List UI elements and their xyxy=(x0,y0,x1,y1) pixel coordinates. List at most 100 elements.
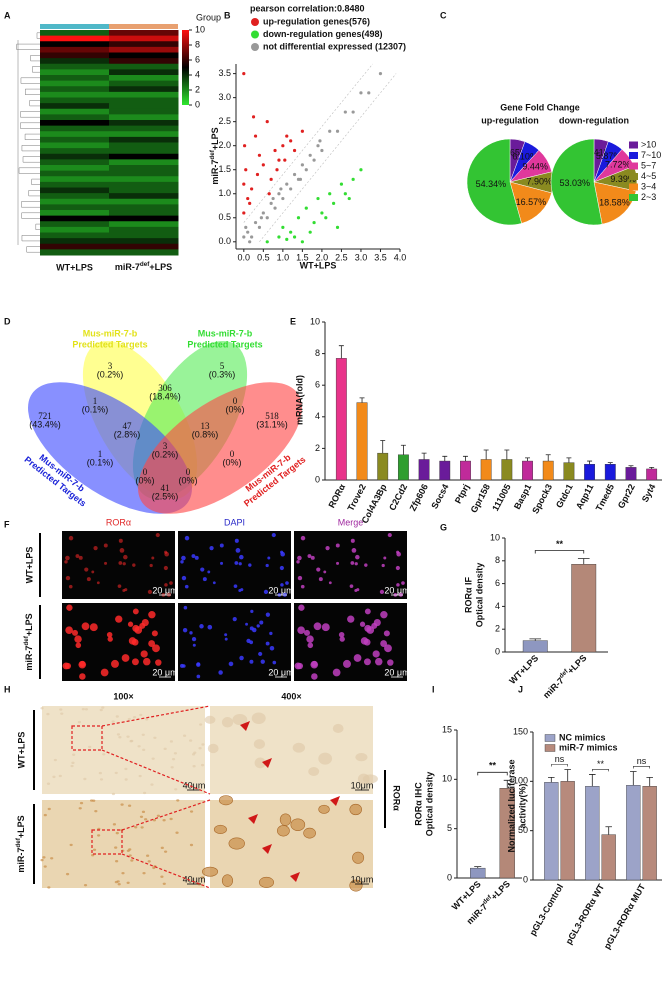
tissue-cell xyxy=(94,809,98,813)
dendrogram xyxy=(21,201,40,208)
region-percent: (0.2%) xyxy=(152,449,179,459)
data-point xyxy=(328,129,332,133)
tissue-cell xyxy=(162,818,166,822)
tissue-cell xyxy=(42,856,46,859)
data-point xyxy=(242,72,246,76)
tissue-cell xyxy=(176,799,180,802)
cell xyxy=(119,548,125,553)
scale-label: 40μm xyxy=(183,780,206,790)
cell xyxy=(164,550,168,554)
cell xyxy=(356,588,360,592)
dendrogram xyxy=(29,100,40,107)
tissue-cell xyxy=(192,765,196,768)
significance-label: ns xyxy=(555,754,565,764)
x-axis-label: WT+LPS xyxy=(300,260,337,270)
heatmap-cell xyxy=(109,136,179,143)
tissue-cell xyxy=(182,734,187,737)
heatmap-cell xyxy=(40,249,110,256)
tissue-cell xyxy=(146,854,150,857)
cell xyxy=(239,554,244,560)
data-point xyxy=(292,148,297,153)
legend-label: miR-7 mimics xyxy=(559,742,618,752)
tissue-cell xyxy=(101,706,105,709)
error-bar xyxy=(483,449,489,460)
cell xyxy=(316,567,321,572)
scale-label: 20 μm xyxy=(384,585,409,595)
error-bar xyxy=(564,769,571,782)
error-bar xyxy=(628,465,634,468)
cell xyxy=(182,627,188,633)
heatmap-cell xyxy=(40,221,110,228)
tissue-cell xyxy=(221,874,233,887)
region-percent: (0%) xyxy=(225,404,244,414)
x-tick-label: 3.5 xyxy=(374,252,387,262)
dendrogram xyxy=(21,212,40,219)
cell xyxy=(387,659,394,666)
tissue-cell xyxy=(292,742,306,753)
region-count: 13 xyxy=(201,421,211,431)
cell xyxy=(303,629,311,636)
cell xyxy=(111,659,119,668)
bar xyxy=(480,459,492,481)
cell xyxy=(100,668,109,677)
cell xyxy=(78,555,83,560)
cell xyxy=(141,618,149,627)
y-tick-label: 100 xyxy=(513,776,528,786)
heatmap-cell xyxy=(40,63,110,70)
cell xyxy=(252,627,257,633)
cell xyxy=(271,533,276,538)
chart-title: pearson correlation:0.8480 xyxy=(250,3,365,13)
heatmap-cell xyxy=(109,226,179,233)
data-point xyxy=(281,196,285,201)
heatmap-cell xyxy=(40,198,110,205)
text-part: miR-7 xyxy=(16,848,26,873)
zoom-line xyxy=(101,705,211,795)
data-point xyxy=(244,225,248,229)
tissue-cell xyxy=(169,740,173,743)
slice-label: 5.41% xyxy=(586,148,612,158)
bar xyxy=(560,781,575,881)
scale-label: 10μm xyxy=(351,780,374,790)
cell xyxy=(140,650,148,658)
heatmap-cell xyxy=(109,215,179,222)
cell xyxy=(65,575,71,581)
heatmap-cell xyxy=(109,176,179,183)
bar xyxy=(542,460,554,481)
cell xyxy=(66,604,73,611)
tissue-cell xyxy=(127,717,131,721)
tissue-cell xyxy=(118,736,122,739)
y-tick-label: 2 xyxy=(495,624,500,634)
dendrogram xyxy=(28,190,40,197)
heatmap-cell xyxy=(109,153,179,160)
color-bar xyxy=(182,30,189,105)
cell xyxy=(224,637,228,641)
tissue-cell xyxy=(232,714,248,726)
cell xyxy=(79,673,86,680)
region-count: 518 xyxy=(265,411,279,421)
tissue-cell xyxy=(130,739,134,743)
region-percent: (2.5%) xyxy=(152,491,179,501)
tissue-cell xyxy=(152,866,156,870)
heatmap-cell xyxy=(109,187,179,194)
dendrogram xyxy=(21,145,40,152)
bar xyxy=(571,564,597,653)
cell xyxy=(68,584,73,589)
bar xyxy=(626,785,641,881)
cell xyxy=(232,617,237,622)
cell xyxy=(339,636,345,642)
data-point xyxy=(244,168,248,172)
pie-slice xyxy=(593,181,637,225)
tissue-cell xyxy=(115,860,119,863)
legend-label: 4~5 xyxy=(641,171,656,181)
tissue-cell xyxy=(150,783,154,786)
cell xyxy=(189,631,193,635)
tissue-cell xyxy=(144,818,148,821)
data-point xyxy=(308,230,312,234)
legend-swatch xyxy=(629,141,638,149)
heatmap-cell xyxy=(109,125,179,132)
heatmap-cell xyxy=(109,86,179,93)
cell xyxy=(151,630,158,637)
error-bar xyxy=(646,776,653,787)
x-tick-label: pGL3-Control xyxy=(528,882,566,937)
x-tick-label: C2Cd2 xyxy=(387,482,409,512)
